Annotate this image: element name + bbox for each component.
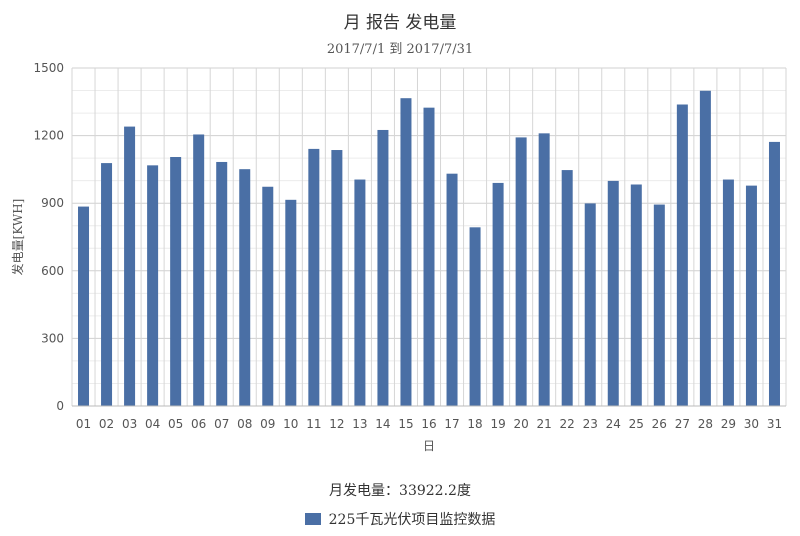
- bar-02[interactable]: [101, 163, 113, 406]
- bar-16[interactable]: [423, 107, 435, 407]
- bar-13[interactable]: [354, 179, 366, 406]
- y-tick-label: 300: [41, 331, 64, 345]
- x-axis-title: 日: [423, 439, 435, 453]
- bar-09[interactable]: [262, 186, 274, 406]
- x-tick-label: 01: [76, 417, 91, 431]
- legend-swatch: [304, 513, 321, 525]
- bar-22[interactable]: [561, 170, 573, 406]
- x-tick-label: 05: [168, 417, 183, 431]
- legend-label: 225千瓦光伏项目监控数据: [328, 512, 496, 528]
- bar-27[interactable]: [676, 104, 688, 406]
- bar-10[interactable]: [285, 199, 297, 406]
- x-tick-label: 16: [421, 417, 436, 431]
- y-tick-label: 1200: [33, 129, 64, 143]
- x-tick-label: 03: [122, 417, 137, 431]
- x-tick-label: 07: [214, 417, 229, 431]
- x-tick-label: 12: [329, 417, 344, 431]
- bar-28[interactable]: [699, 90, 711, 406]
- bar-15[interactable]: [400, 98, 412, 406]
- x-tick-label: 30: [744, 417, 759, 431]
- x-tick-label: 17: [444, 417, 459, 431]
- y-tick-label: 0: [56, 399, 64, 413]
- x-tick-label: 10: [283, 417, 298, 431]
- bar-29[interactable]: [722, 179, 734, 406]
- bar-31[interactable]: [768, 141, 780, 406]
- x-tick-label: 20: [513, 417, 528, 431]
- chart-subtitle: 2017/7/1 到 2017/7/31: [326, 42, 474, 57]
- bar-07[interactable]: [216, 161, 228, 406]
- legend-item[interactable]: 225千瓦光伏项目监控数据: [304, 509, 496, 529]
- bar-04[interactable]: [147, 165, 159, 406]
- x-tick-label: 02: [99, 417, 114, 431]
- bar-17[interactable]: [446, 173, 458, 406]
- bar-20[interactable]: [515, 137, 527, 407]
- bars: [78, 90, 780, 407]
- x-tick-label: 26: [652, 417, 667, 431]
- x-tick-label: 28: [698, 417, 713, 431]
- x-tick-label: 13: [352, 417, 367, 431]
- y-tick-label: 1500: [33, 61, 64, 75]
- x-tick-label: 11: [306, 417, 321, 431]
- x-tick-label: 06: [191, 417, 206, 431]
- bar-14[interactable]: [377, 129, 389, 406]
- bar-23[interactable]: [584, 203, 596, 406]
- x-tick-label: 31: [767, 417, 782, 431]
- y-tick-label: 600: [41, 264, 64, 278]
- x-tick-label: 09: [260, 417, 275, 431]
- chart-title: 月 报告 发电量: [343, 13, 457, 33]
- x-tick-label: 22: [560, 417, 575, 431]
- x-tick-label: 14: [375, 417, 390, 431]
- bar-01[interactable]: [78, 206, 90, 406]
- bar-06[interactable]: [193, 134, 205, 406]
- x-tick-label: 27: [675, 417, 690, 431]
- bar-11[interactable]: [308, 148, 320, 407]
- y-tick-label: 900: [41, 196, 64, 210]
- bar-26[interactable]: [653, 204, 665, 406]
- bar-18[interactable]: [469, 227, 481, 406]
- x-tick-label: 08: [237, 417, 252, 431]
- bar-30[interactable]: [745, 185, 757, 406]
- x-tick-label: 18: [467, 417, 482, 431]
- x-tick-label: 23: [583, 417, 598, 431]
- bar-03[interactable]: [124, 126, 136, 406]
- bar-25[interactable]: [630, 184, 642, 406]
- y-axis-title: 发电量[KWH]: [10, 199, 25, 276]
- x-tick-label: 24: [606, 417, 621, 431]
- tick-labels: 0 300 600 900 1200 1500 01 02 03 04 05 06 07 08 09 10 11…: [10, 61, 782, 453]
- bar-21[interactable]: [538, 133, 550, 406]
- bar-12[interactable]: [331, 150, 343, 406]
- x-tick-label: 29: [721, 417, 736, 431]
- bar-08[interactable]: [239, 169, 251, 406]
- legend: 225千瓦光伏项目监控数据: [0, 509, 800, 529]
- x-tick-label: 21: [537, 417, 552, 431]
- bar-chart: 0 300 600 900 1200 1500 01 02 03 04 05 06 07 08 09 10 11…: [10, 61, 787, 453]
- bar-19[interactable]: [492, 182, 504, 406]
- bar-24[interactable]: [607, 180, 619, 406]
- x-tick-label: 25: [629, 417, 644, 431]
- bar-05[interactable]: [170, 157, 182, 406]
- x-tick-label: 04: [145, 417, 160, 431]
- monthly-total-summary: 月发电量：33922.2度: [329, 483, 471, 499]
- x-tick-label: 15: [398, 417, 413, 431]
- x-tick-label: 19: [490, 417, 505, 431]
